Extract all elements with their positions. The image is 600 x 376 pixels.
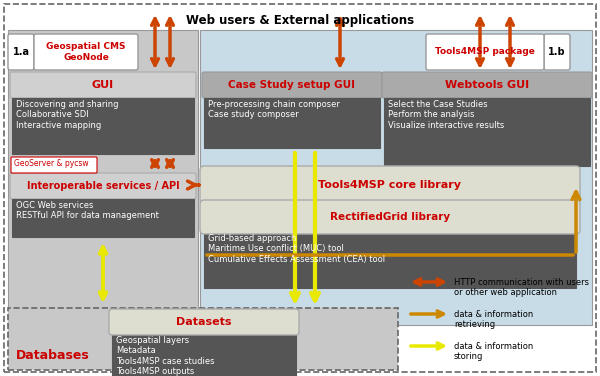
FancyBboxPatch shape	[204, 232, 576, 288]
Text: GUI: GUI	[92, 80, 114, 90]
Text: 1.b: 1.b	[548, 47, 566, 57]
FancyBboxPatch shape	[10, 173, 196, 199]
Text: Tools4MSP core library: Tools4MSP core library	[319, 180, 461, 190]
Text: HTTP communication with users
or other web application: HTTP communication with users or other w…	[454, 278, 589, 297]
Text: Pre-processing chain composer
Case study composer: Pre-processing chain composer Case study…	[208, 100, 340, 120]
Text: Webtools GUI: Webtools GUI	[445, 80, 529, 90]
Text: Discovering and sharing
Collaborative SDI
Interactive mapping: Discovering and sharing Collaborative SD…	[16, 100, 119, 130]
FancyBboxPatch shape	[8, 34, 34, 70]
FancyBboxPatch shape	[200, 200, 580, 234]
Text: OGC Web services
RESTful API for data management: OGC Web services RESTful API for data ma…	[16, 201, 159, 220]
FancyBboxPatch shape	[384, 98, 590, 166]
Text: RectifiedGrid library: RectifiedGrid library	[330, 212, 450, 222]
Text: 1.a: 1.a	[13, 47, 29, 57]
Text: Grid-based approach
Maritime Use conflict (MUC) tool
Cumulative Effects Assessme: Grid-based approach Maritime Use conflic…	[208, 234, 385, 264]
FancyBboxPatch shape	[4, 4, 596, 372]
Text: Case Study setup GUI: Case Study setup GUI	[229, 80, 355, 90]
Text: Geospatial CMS
GeoNode: Geospatial CMS GeoNode	[46, 42, 126, 62]
Text: data & information
retrieving: data & information retrieving	[454, 310, 533, 329]
FancyBboxPatch shape	[109, 309, 299, 335]
FancyBboxPatch shape	[12, 98, 194, 154]
Text: data & information
storing: data & information storing	[454, 342, 533, 361]
FancyBboxPatch shape	[202, 72, 382, 98]
Text: Interoperable services / API: Interoperable services / API	[26, 181, 179, 191]
FancyBboxPatch shape	[112, 334, 296, 376]
FancyBboxPatch shape	[426, 34, 544, 70]
Text: Datasets: Datasets	[176, 317, 232, 327]
FancyBboxPatch shape	[200, 166, 580, 204]
FancyBboxPatch shape	[204, 98, 380, 148]
Text: Databases: Databases	[16, 349, 90, 362]
FancyBboxPatch shape	[544, 34, 570, 70]
FancyBboxPatch shape	[11, 157, 97, 173]
Text: Tools4MSP package: Tools4MSP package	[435, 47, 535, 56]
FancyBboxPatch shape	[8, 308, 398, 370]
FancyBboxPatch shape	[382, 72, 592, 98]
FancyBboxPatch shape	[34, 34, 138, 70]
Text: Geospatial layers
Metadata
Tools4MSP case studies
Tools4MSP outputs: Geospatial layers Metadata Tools4MSP cas…	[116, 336, 215, 376]
Text: GeoServer & pycsw: GeoServer & pycsw	[14, 159, 89, 168]
FancyBboxPatch shape	[12, 199, 194, 237]
FancyBboxPatch shape	[200, 30, 592, 325]
Text: Select the Case Studies
Perform the analysis
Visualize interactive results: Select the Case Studies Perform the anal…	[388, 100, 504, 130]
Text: Web users & External applications: Web users & External applications	[186, 14, 414, 27]
FancyBboxPatch shape	[10, 72, 196, 98]
FancyBboxPatch shape	[8, 30, 198, 325]
